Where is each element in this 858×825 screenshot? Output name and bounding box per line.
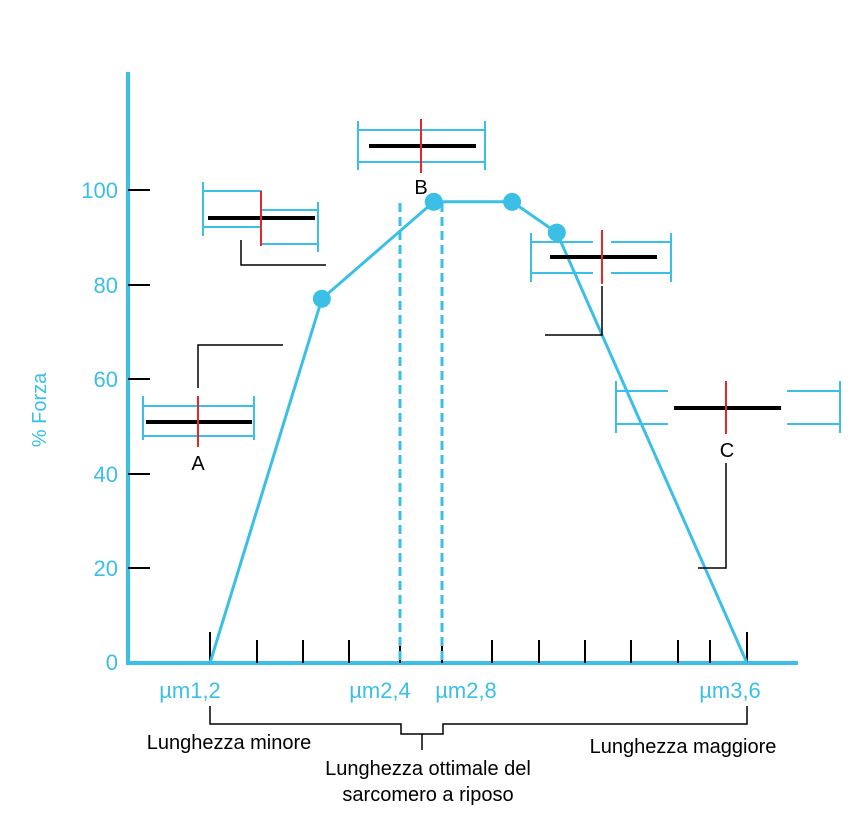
marker-c: C bbox=[720, 440, 734, 462]
caption-optimal-length-line1: Lunghezza ottimale del bbox=[325, 758, 531, 780]
curve-point bbox=[312, 289, 331, 308]
y-tick-label-40: 40 bbox=[94, 462, 118, 487]
curve-point bbox=[503, 192, 522, 211]
y-tick-label-0: 0 bbox=[106, 650, 118, 675]
leader-a bbox=[197, 344, 283, 388]
y-ticks bbox=[128, 189, 150, 569]
x-label-1-2: µm1,2 bbox=[159, 678, 221, 703]
curve-point bbox=[547, 223, 566, 242]
caption-optimal-length-line2: sarcomero a riposo bbox=[342, 784, 513, 806]
leader-80 bbox=[240, 240, 326, 266]
length-brackets bbox=[209, 706, 748, 750]
bracket-longer bbox=[422, 706, 748, 735]
caption-shorter-length: Lunghezza minore bbox=[147, 732, 312, 754]
leader-c bbox=[698, 463, 727, 569]
y-tick-label-20: 20 bbox=[94, 556, 118, 581]
curve-points bbox=[312, 192, 566, 308]
y-tick-label-80: 80 bbox=[94, 273, 118, 298]
x-label-3-6: µm3,6 bbox=[699, 678, 761, 703]
sarcomere-85 bbox=[530, 233, 672, 282]
force-length-curve bbox=[208, 200, 749, 664]
marker-b: B bbox=[414, 177, 427, 199]
bracket-shorter bbox=[209, 706, 422, 735]
sarcomere-c bbox=[615, 381, 841, 433]
x-ticks bbox=[209, 632, 748, 663]
x-label-2-4: µm2,4 bbox=[349, 678, 411, 703]
y-axis-title: % Forza bbox=[29, 372, 51, 447]
marker-a: A bbox=[191, 453, 205, 475]
sarcomere-80 bbox=[202, 182, 319, 252]
y-tick-label-100: 100 bbox=[81, 178, 118, 203]
curve-point bbox=[424, 192, 443, 211]
y-tick-label-60: 60 bbox=[94, 367, 118, 392]
caption-longer-length: Lunghezza maggiore bbox=[590, 736, 777, 758]
leader-85 bbox=[545, 286, 603, 336]
x-label-2-8: µm2,8 bbox=[435, 678, 497, 703]
